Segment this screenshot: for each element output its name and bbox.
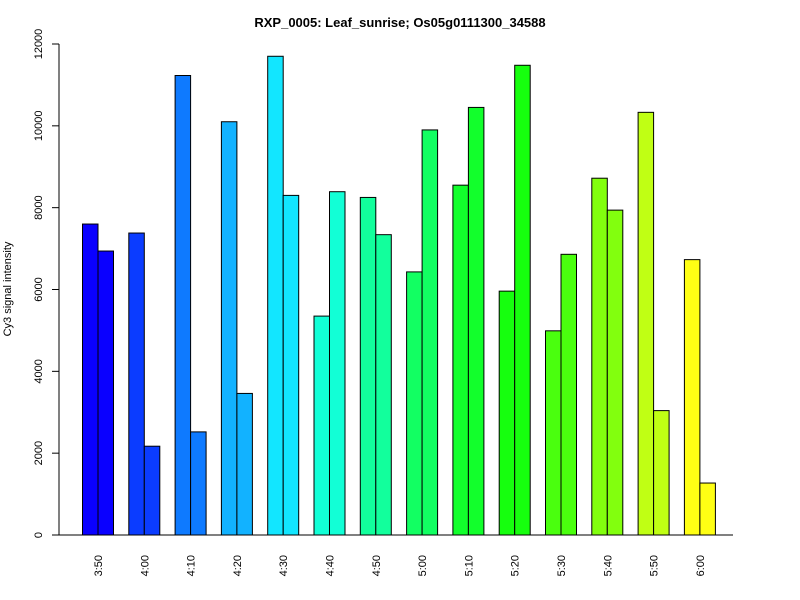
x-tick-label: 5:20 [510,555,522,576]
chart-title: RXP_0005: Leaf_sunrise; Os05g0111300_345… [254,15,545,30]
x-tick-label: 5:10 [463,555,475,576]
y-tick-label: 10000 [33,111,45,142]
bar-450-2 [375,234,392,536]
bars-group [82,55,716,536]
y-tick-label: 6000 [33,277,45,301]
bar-510-1 [452,184,469,536]
x-tick-label: 4:30 [278,555,290,576]
bar-440-2 [329,191,346,536]
bar-520-1 [498,290,516,536]
x-tick-label: 4:10 [186,555,198,576]
x-tick-label: 5:30 [556,555,568,576]
bar-500-1 [406,271,423,536]
bar-450-1 [359,196,377,536]
bar-430-2 [282,194,300,536]
y-axis: 0 2000 4000 6000 8000 10000 12000 [33,29,60,538]
x-tick-label: 5:50 [649,555,661,576]
bar-550-1 [637,111,655,536]
y-tick-label: 12000 [33,29,45,60]
x-tick-label: 4:00 [139,555,151,576]
y-tick-label: 8000 [33,195,45,219]
bar-530-2 [560,253,577,536]
bar-430-1 [267,55,284,536]
bar-540-2 [606,209,624,536]
bar-600-2 [699,482,716,536]
x-axis: 3:50 4:00 4:10 4:20 4:30 4:40 4:50 5:00 5:10 5:20… [59,534,733,576]
y-axis-label: Cy3 signal intensity [2,241,14,336]
bar-600-1 [683,259,701,536]
bar-500-2 [421,129,439,536]
bar-350-1 [82,223,99,536]
bar-350-2 [97,250,114,536]
y-tick-label: 2000 [33,441,45,465]
x-tick-label: 5:40 [602,555,614,576]
bar-400-1 [128,232,145,536]
bar-420-2 [236,392,253,536]
bar-400-2 [143,445,161,536]
x-tick-label: 4:40 [325,555,337,576]
bar-420-1 [220,121,238,536]
bar-520-2 [514,64,531,536]
y-tick-label: 0 [33,532,45,538]
bar-440-1 [313,315,330,536]
bar-410-2 [190,431,207,536]
x-tick-label: 4:50 [371,555,383,576]
bar-410-1 [174,75,192,536]
x-tick-label: 4:20 [232,555,244,576]
x-tick-label: 3:50 [93,555,105,576]
x-tick-label: 5:00 [417,555,429,576]
bar-550-2 [653,410,670,536]
bar-510-2 [467,106,485,536]
bar-530-1 [545,330,562,536]
y-tick-label: 4000 [33,359,45,383]
x-tick-label: 6:00 [695,555,707,576]
bar-540-1 [591,177,608,536]
